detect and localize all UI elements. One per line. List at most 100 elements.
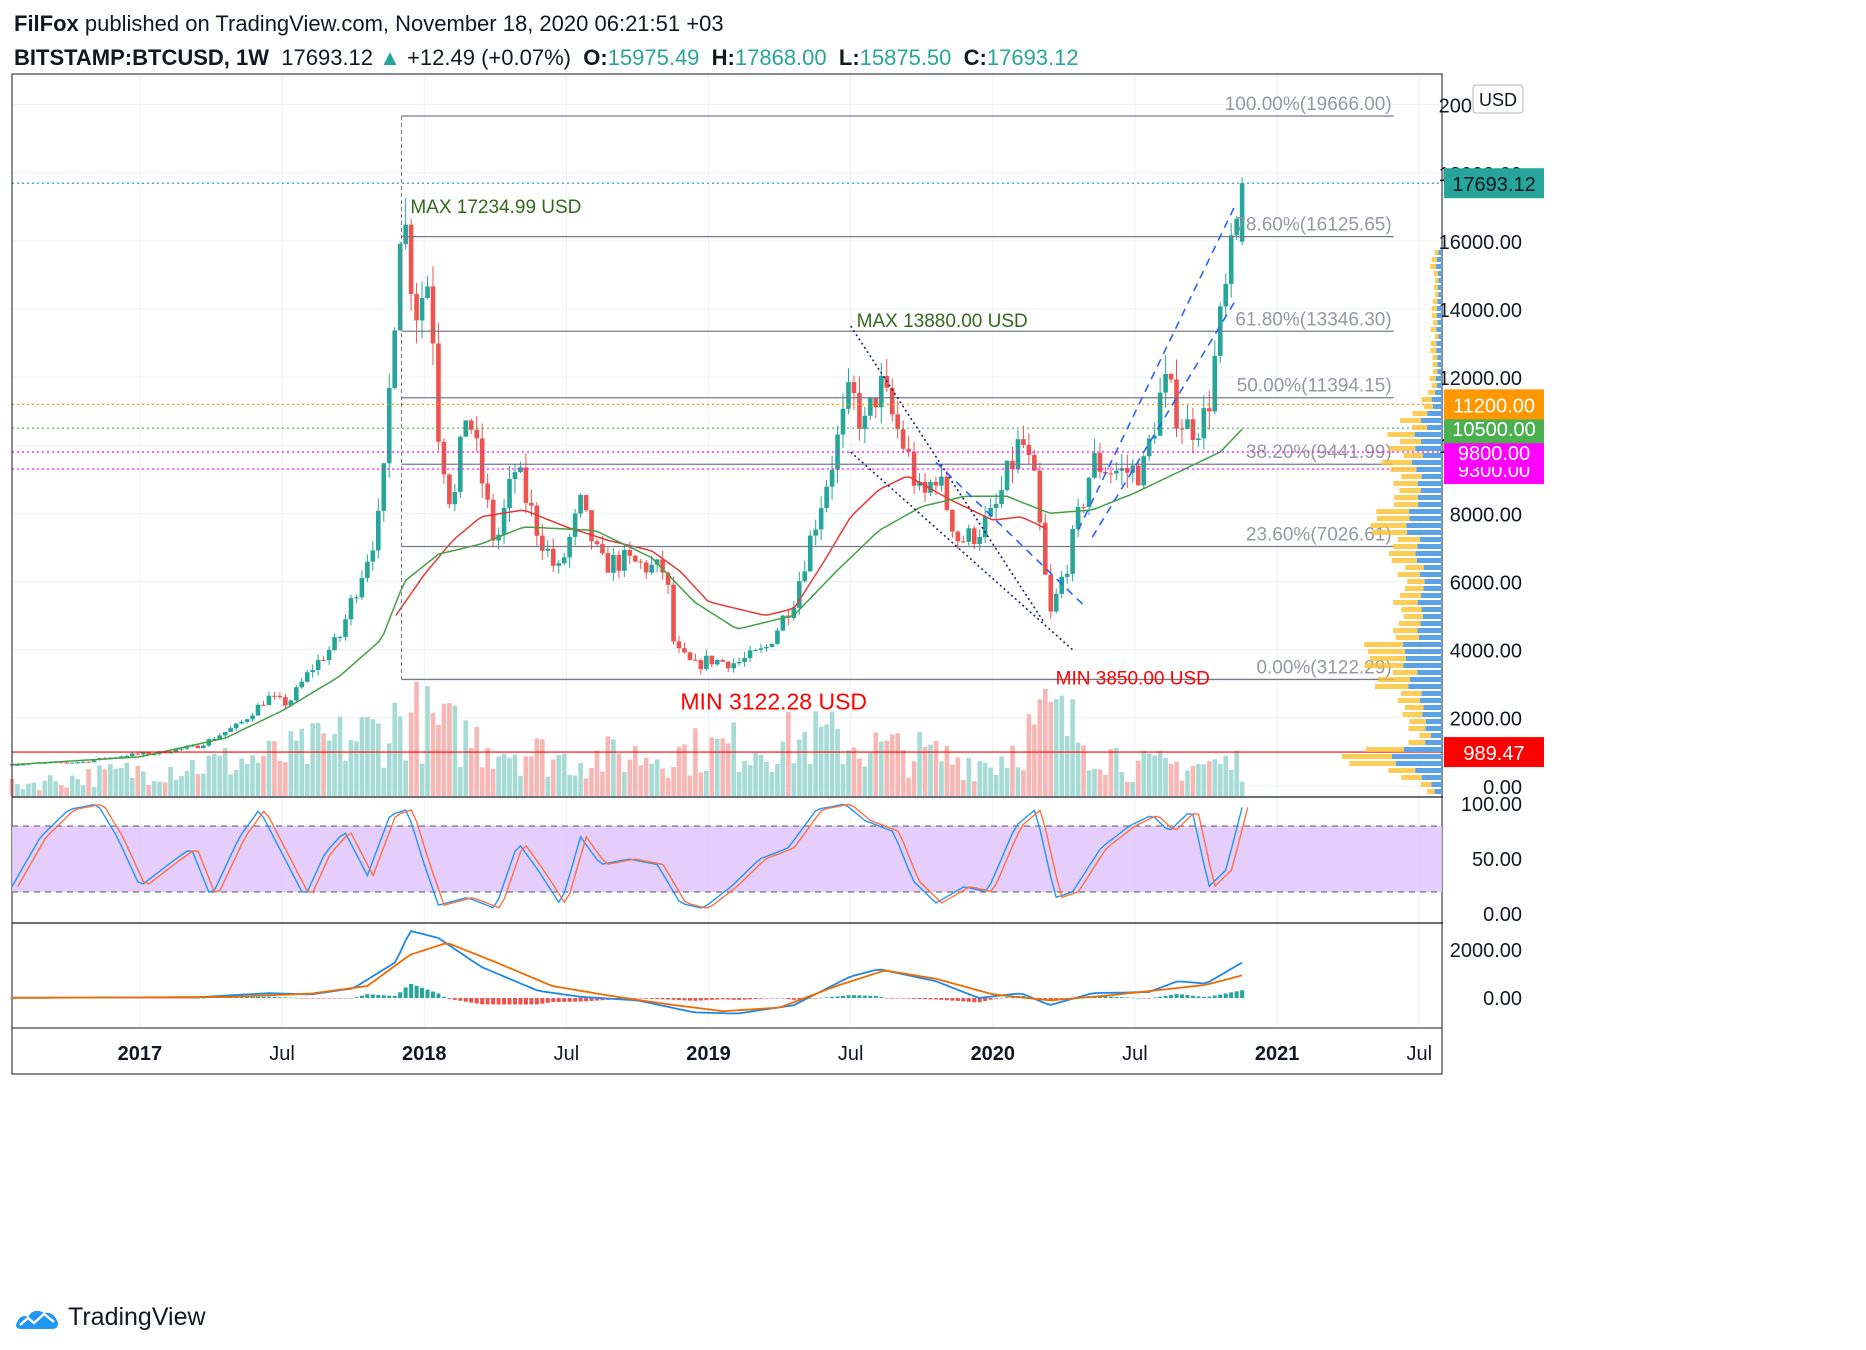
macd-histogram-bar	[687, 998, 692, 1001]
volume-bar	[140, 771, 146, 796]
price-tick-label: 2000.00	[1450, 709, 1522, 731]
volume-bar	[1157, 750, 1163, 796]
candle-body	[365, 561, 370, 578]
volume-profile-bar-down	[1394, 502, 1419, 507]
candle-body	[1059, 576, 1065, 594]
volume-profile-bar-down	[1412, 411, 1428, 416]
volume-bar	[179, 776, 184, 796]
currency-button[interactable]: USD	[1472, 84, 1524, 114]
volume-bar	[578, 763, 583, 796]
macd-histogram-bar	[512, 998, 517, 1005]
candle-body	[824, 486, 829, 509]
candle-body	[201, 745, 206, 749]
volume-profile-bar-down	[1378, 677, 1411, 682]
volume-bar	[53, 781, 59, 796]
volume-profile-bar-down	[1376, 509, 1410, 514]
macd-histogram-bar	[452, 998, 457, 1000]
candle-body	[441, 441, 447, 475]
time-tick-label: Jul	[1406, 1043, 1432, 1065]
volume-bar	[447, 703, 452, 796]
candle-body	[862, 415, 868, 429]
volume-profile-bar-up	[1419, 537, 1442, 542]
volume-bar	[868, 752, 873, 796]
volume-profile-bar-down	[1392, 544, 1418, 549]
candle-body	[966, 528, 972, 542]
macd-histogram-bar	[1163, 995, 1168, 998]
volume-profile-bar-up	[1427, 425, 1442, 430]
volume-profile-bar-down	[1365, 747, 1404, 752]
macd-histogram-bar	[813, 998, 818, 999]
candle-body	[1114, 470, 1119, 474]
volume-profile-bar-down	[1408, 726, 1426, 731]
macd-histogram-bar	[338, 998, 343, 999]
volume-bar	[244, 763, 250, 796]
macd-histogram-bar	[1005, 997, 1010, 998]
candle-body	[589, 510, 594, 542]
volume-profile-bar-down	[1372, 530, 1408, 535]
low-value: 15875.50	[859, 45, 952, 70]
volume-profile-bar-down	[1370, 523, 1407, 528]
volume-profile-bar-down	[1401, 607, 1422, 612]
time-tick-label: 2020	[971, 1043, 1016, 1065]
volume-profile-bar-up	[1436, 313, 1442, 318]
volume-profile-bar-down	[1364, 642, 1404, 647]
volume-bar	[365, 716, 370, 796]
volume-bar	[75, 779, 80, 796]
volume-profile-bar-down	[1349, 761, 1396, 766]
currency-button-bg[interactable]	[1472, 84, 1524, 114]
tradingview-logo-icon[interactable]	[14, 1303, 60, 1331]
candle-body	[1135, 465, 1141, 486]
volume-bar	[1032, 724, 1037, 796]
volume-profile-bar-up	[1418, 502, 1442, 507]
currency-label[interactable]: USD	[1479, 90, 1517, 110]
fib-label: 78.60%(16125.65)	[1235, 215, 1391, 236]
volume-bar	[31, 782, 37, 796]
volume-profile-bar-up	[1421, 474, 1442, 479]
macd-histogram-bar	[748, 998, 753, 1000]
volume-profile-bar-up	[1417, 600, 1442, 605]
candle-body	[578, 494, 583, 514]
volume-bar	[1168, 764, 1174, 796]
candle-body	[665, 572, 671, 585]
candle-body	[140, 752, 146, 755]
volume-bar	[496, 756, 501, 796]
volume-bar	[993, 774, 999, 796]
macd-histogram-bar	[239, 996, 244, 998]
volume-bar	[556, 755, 562, 796]
volume-profile-bar-up	[1408, 684, 1442, 689]
stoch-k-line	[11, 803, 1243, 909]
volume-profile-bar-down	[1428, 390, 1436, 395]
macd-histogram-bar	[540, 998, 545, 1004]
author-name[interactable]: FilFox	[14, 11, 79, 36]
volume-profile-bar-up	[1438, 278, 1442, 283]
volume-profile-bar-up	[1423, 586, 1442, 591]
candle-body	[561, 557, 567, 564]
candle-body	[381, 463, 387, 511]
candle-body	[534, 505, 540, 536]
volume-bar	[217, 755, 223, 796]
volume-profile-bar-down	[1393, 600, 1418, 605]
time-axis-frame	[11, 1027, 1443, 1075]
volume-bar	[829, 711, 835, 796]
volume-profile-bar-down	[1390, 467, 1417, 472]
volume-bar	[37, 789, 42, 796]
price-tick-label: 12000.00	[1439, 368, 1522, 390]
volume-profile-bar-down	[1407, 579, 1425, 584]
volume-profile-bar-up	[1425, 719, 1442, 724]
volume-profile-bar-up	[1411, 460, 1442, 465]
annotation-label: MAX 13880.00 USD	[857, 311, 1028, 332]
volume-bar	[299, 728, 305, 796]
volume-profile-bar-down	[1432, 362, 1438, 367]
candle-body	[704, 655, 709, 670]
macd-histogram-bar	[1114, 996, 1119, 998]
volume-bar	[1223, 755, 1229, 796]
candle-body	[840, 408, 846, 435]
macd-histogram-bar	[1136, 997, 1141, 999]
brand-name[interactable]: TradingView	[68, 1302, 206, 1331]
candle-body	[1168, 373, 1174, 380]
volume-bar	[1196, 764, 1201, 796]
volume-profile-bar-up	[1395, 761, 1442, 766]
macd-histogram-bar	[332, 998, 337, 999]
macd-histogram-bar	[999, 998, 1004, 999]
